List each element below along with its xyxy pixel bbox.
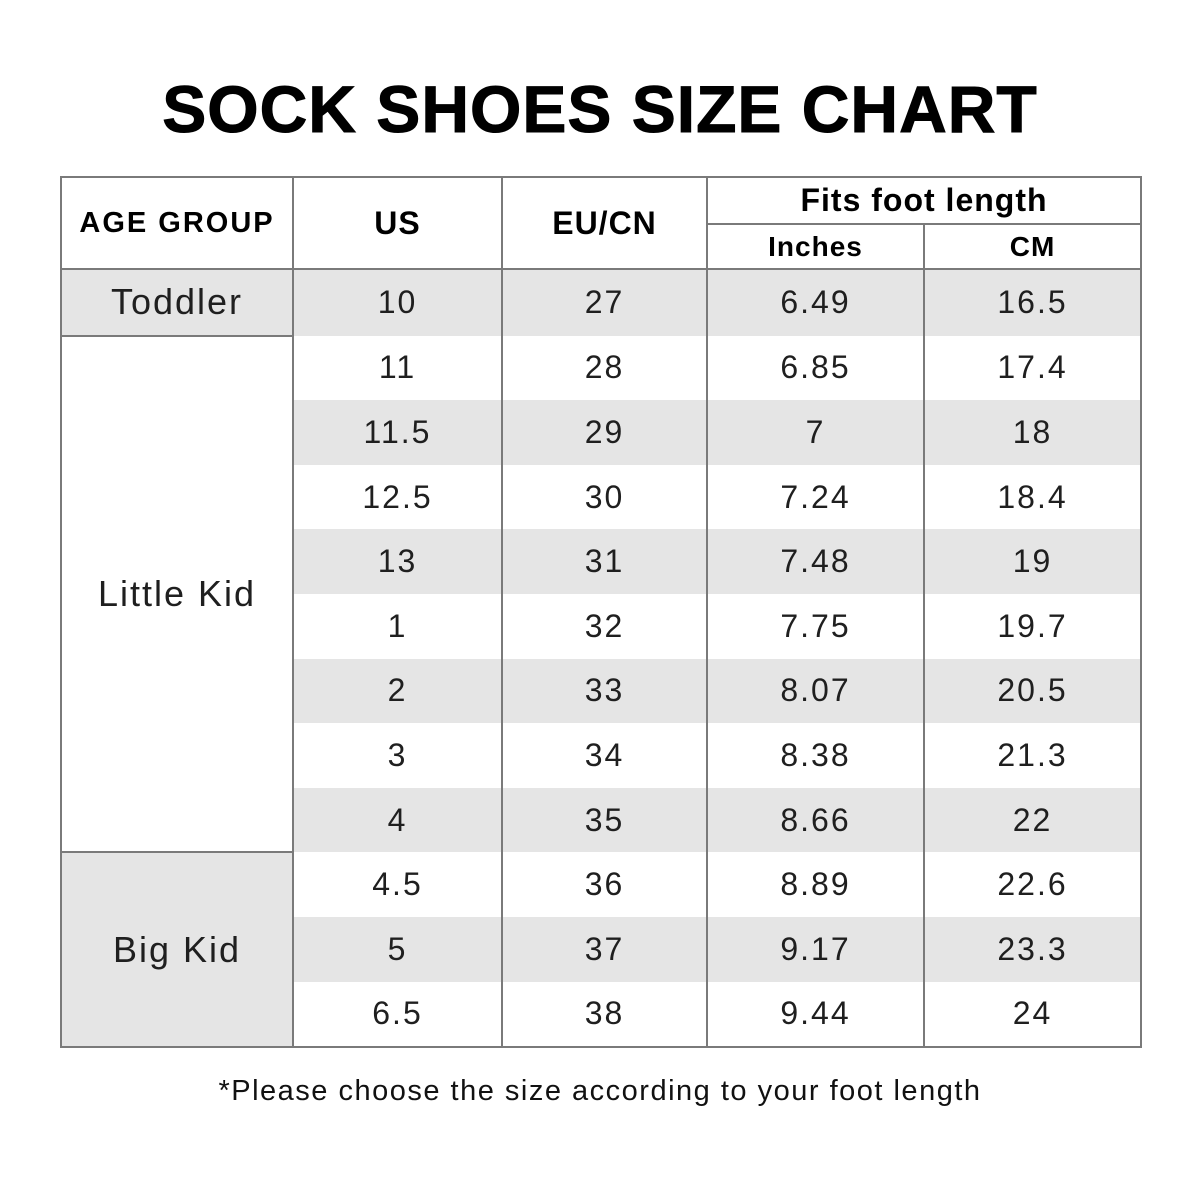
cell-eu-cn: 37 xyxy=(501,916,707,982)
age-group-cell-little-kid: Little Kid xyxy=(61,335,293,854)
cell-us: 11 xyxy=(292,335,502,401)
cell-cm: 24 xyxy=(923,981,1141,1048)
cell-eu-cn: 31 xyxy=(501,529,707,594)
table-row: 11.5 29 7 18 xyxy=(61,400,1141,465)
cell-eu-cn: 38 xyxy=(501,981,707,1048)
table-row: 6.5 38 9.44 24 xyxy=(61,981,1141,1048)
cell-eu-cn: 30 xyxy=(501,464,707,530)
cell-inches: 8.66 xyxy=(706,787,924,853)
cell-eu-cn: 35 xyxy=(501,787,707,853)
table-row: 5 37 9.17 23.3 xyxy=(61,916,1141,982)
cell-us: 3 xyxy=(292,723,502,788)
cell-inches: 8.89 xyxy=(706,852,924,917)
header-us: US xyxy=(292,177,502,270)
header-cm: CM xyxy=(923,224,1141,270)
cell-cm: 19.7 xyxy=(923,593,1141,659)
page-title: SOCK SHOES SIZE CHART xyxy=(162,72,1038,146)
cell-inches: 6.49 xyxy=(706,269,924,336)
cell-inches: 9.17 xyxy=(706,916,924,982)
cell-cm: 21.3 xyxy=(923,723,1141,788)
cell-cm: 19 xyxy=(923,529,1141,594)
table-row: Big Kid 4.5 36 8.89 22.6 xyxy=(61,852,1141,1049)
cell-eu-cn: 33 xyxy=(501,658,707,724)
cell-eu-cn: 29 xyxy=(501,400,707,465)
cell-inches: 7 xyxy=(706,400,924,465)
cell-inches: 9.44 xyxy=(706,981,924,1048)
cell-inches: 7.24 xyxy=(706,464,924,530)
cell-cm: 16.5 xyxy=(923,269,1141,336)
table-row: Little Kid 11 28 6.85 17.4 xyxy=(61,335,1141,854)
header-row-main: AGE GROUP US EU/CN Fits foot length xyxy=(61,177,1141,270)
cell-cm: 17.4 xyxy=(923,335,1141,401)
cell-us: 4.5 xyxy=(292,852,502,917)
age-group-cell-toddler: Toddler xyxy=(61,269,293,337)
cell-cm: 18 xyxy=(923,400,1141,465)
cell-eu-cn: 27 xyxy=(501,269,707,336)
cell-us: 2 xyxy=(292,658,502,724)
cell-eu-cn: 36 xyxy=(501,852,707,917)
age-group-cell-big-kid: Big Kid xyxy=(61,852,293,1049)
header-fits-foot-length: Fits foot length xyxy=(706,177,1141,225)
cell-inches: 8.38 xyxy=(706,723,924,788)
table-row: 3 34 8.38 21.3 xyxy=(61,723,1141,788)
table-row: Toddler 10 27 6.49 16.5 xyxy=(61,269,1141,337)
header-age-group: AGE GROUP xyxy=(61,177,293,270)
table-header: AGE GROUP US EU/CN Fits foot length Inch… xyxy=(61,177,1141,270)
cell-cm: 18.4 xyxy=(923,464,1141,530)
cell-inches: 6.85 xyxy=(706,335,924,401)
footnote: *Please choose the size according to you… xyxy=(218,1075,982,1107)
header-eu-cn: EU/CN xyxy=(501,177,707,270)
table-row: 1 32 7.75 19.7 xyxy=(61,593,1141,659)
cell-inches: 7.75 xyxy=(706,593,924,659)
cell-us: 6.5 xyxy=(292,981,502,1048)
cell-cm: 23.3 xyxy=(923,916,1141,982)
cell-eu-cn: 34 xyxy=(501,723,707,788)
cell-us: 13 xyxy=(292,529,502,594)
cell-us: 5 xyxy=(292,916,502,982)
cell-us: 11.5 xyxy=(292,400,502,465)
cell-cm: 22.6 xyxy=(923,852,1141,917)
cell-us: 1 xyxy=(292,593,502,659)
header-row-units: Inches CM xyxy=(61,224,1141,270)
table-row: 12.5 30 7.24 18.4 xyxy=(61,464,1141,530)
cell-us: 10 xyxy=(292,269,502,336)
cell-us: 4 xyxy=(292,787,502,853)
cell-cm: 22 xyxy=(923,787,1141,853)
table-row: 4 35 8.66 22 xyxy=(61,787,1141,853)
cell-inches: 7.48 xyxy=(706,529,924,594)
table-row: 13 31 7.48 19 xyxy=(61,529,1141,594)
size-chart-table: AGE GROUP US EU/CN Fits foot length Inch… xyxy=(60,176,1142,1049)
cell-inches: 8.07 xyxy=(706,658,924,724)
table-body: Toddler 10 27 6.49 16.5 Little Kid 11 28… xyxy=(61,269,1141,1049)
cell-cm: 20.5 xyxy=(923,658,1141,724)
cell-eu-cn: 28 xyxy=(501,335,707,401)
cell-us: 12.5 xyxy=(292,464,502,530)
table-row: 2 33 8.07 20.5 xyxy=(61,658,1141,724)
cell-eu-cn: 32 xyxy=(501,593,707,659)
header-inches: Inches xyxy=(706,224,924,270)
